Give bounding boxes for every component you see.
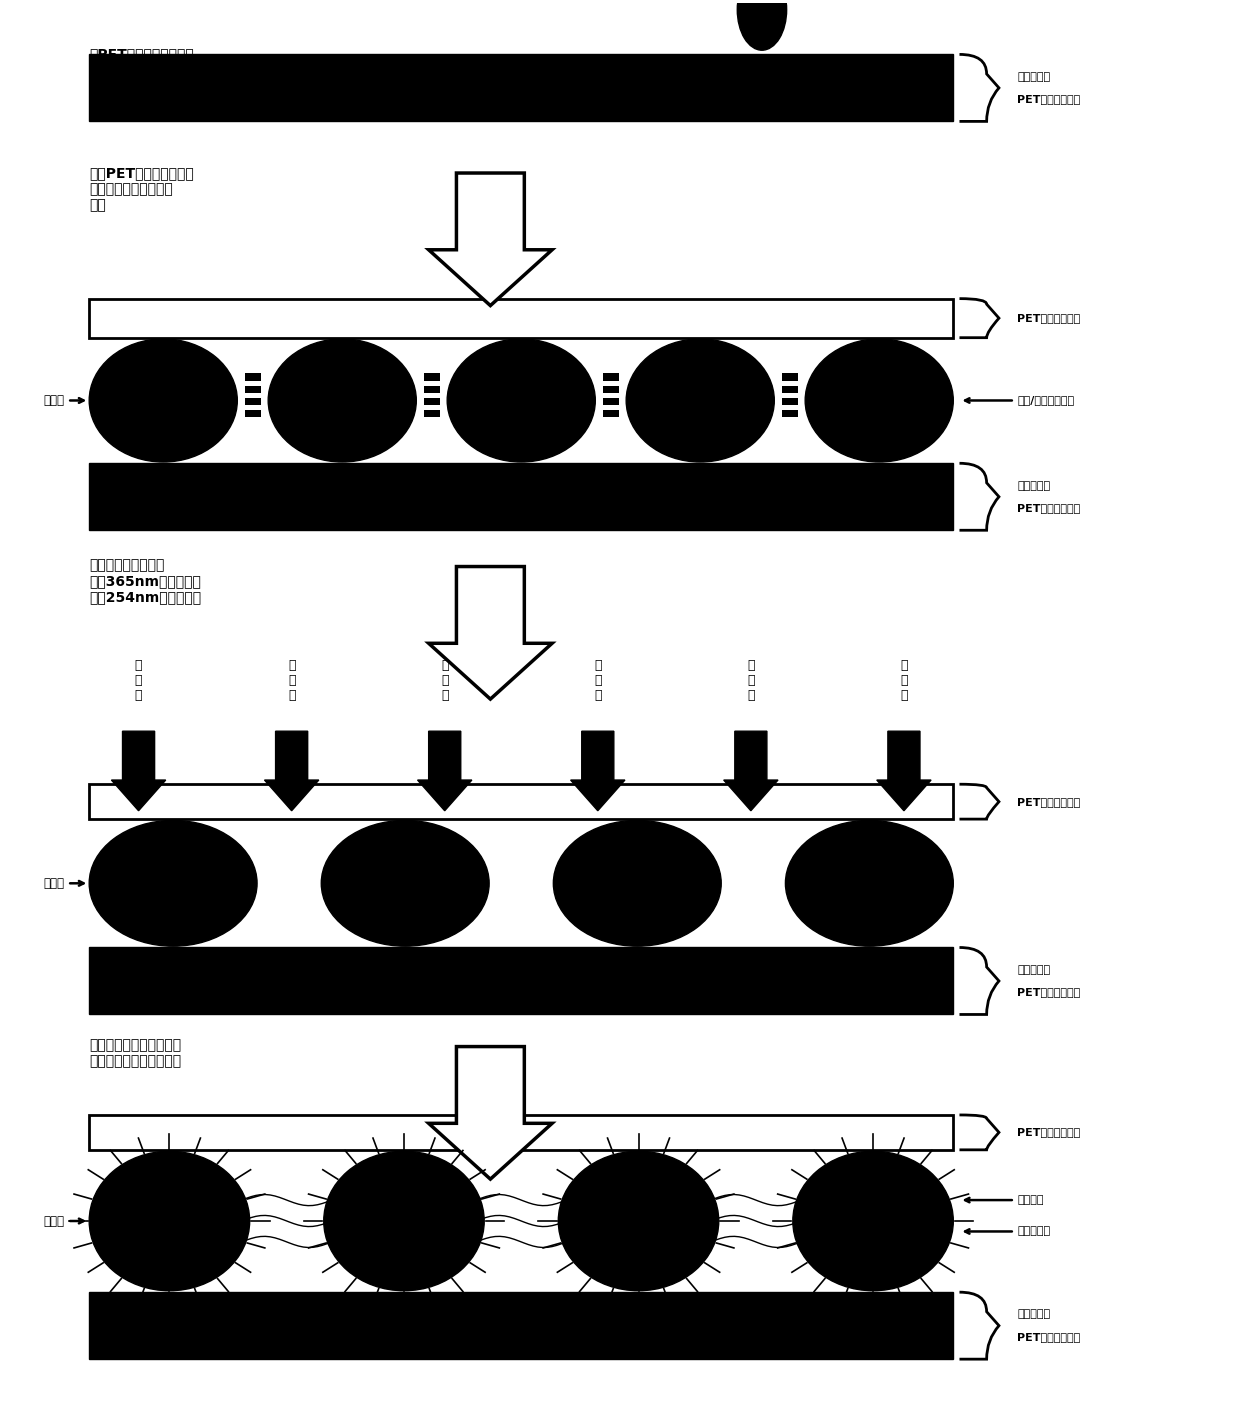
Text: 液晶/单体复合体系: 液晶/单体复合体系 <box>965 395 1075 405</box>
Bar <box>603 385 619 394</box>
Ellipse shape <box>738 0 786 50</box>
Text: 间隔子: 间隔子 <box>43 394 83 406</box>
Text: PET透明导电薄膜: PET透明导电薄膜 <box>1018 1128 1081 1138</box>
Text: 光绕取向层: 光绕取向层 <box>1018 1310 1050 1320</box>
Bar <box>424 374 440 381</box>
Ellipse shape <box>805 339 954 462</box>
Text: PET黑色导电薄膜: PET黑色导电薄膜 <box>1018 503 1081 513</box>
Polygon shape <box>264 731 319 811</box>
Bar <box>89 785 954 820</box>
Text: 液晶分子: 液晶分子 <box>965 1195 1044 1205</box>
Ellipse shape <box>448 339 595 462</box>
Bar <box>89 55 954 122</box>
Text: 光绕取向层: 光绕取向层 <box>1018 965 1050 975</box>
Bar <box>89 464 954 530</box>
Bar <box>603 398 619 405</box>
Ellipse shape <box>268 339 417 462</box>
Bar <box>89 298 954 338</box>
Bar <box>781 398 797 405</box>
Text: 间隔子: 间隔子 <box>43 877 83 890</box>
Bar <box>244 410 260 417</box>
Polygon shape <box>112 731 166 811</box>
Text: 复合物网络: 复合物网络 <box>965 1226 1050 1237</box>
Bar <box>244 398 260 405</box>
Ellipse shape <box>553 821 722 946</box>
Polygon shape <box>570 731 625 811</box>
Text: 间隔子: 间隔子 <box>43 1215 83 1227</box>
Text: 光绕取向层: 光绕取向层 <box>1018 481 1050 490</box>
Bar <box>603 374 619 381</box>
Polygon shape <box>429 1047 552 1180</box>
Polygon shape <box>429 172 552 305</box>
Bar <box>89 1292 954 1359</box>
Text: 红
外
亮: 红 外 亮 <box>288 658 295 702</box>
Ellipse shape <box>321 821 489 946</box>
Ellipse shape <box>89 1152 249 1290</box>
Text: 紫
外
亮: 紫 外 亮 <box>441 658 449 702</box>
Ellipse shape <box>324 1152 484 1290</box>
Text: 清亮点以上两步复合
低温365nm紫外光复合
高温254nm紫外光复合: 清亮点以上两步复合 低温365nm紫外光复合 高温254nm紫外光复合 <box>89 558 201 605</box>
Text: 光绕取向层: 光绕取向层 <box>1018 71 1050 81</box>
Text: 可复合单体复合成复合物
网络，锁定液晶分子取向: 可复合单体复合成复合物 网络，锁定液晶分子取向 <box>89 1038 181 1069</box>
Ellipse shape <box>89 339 237 462</box>
Bar <box>244 385 260 394</box>
Polygon shape <box>418 731 472 811</box>
Text: 红
外
亮: 红 外 亮 <box>900 658 908 702</box>
Ellipse shape <box>558 1152 719 1290</box>
Text: 紫
外
亮: 紫 外 亮 <box>135 658 143 702</box>
Bar <box>89 947 954 1014</box>
Text: PET黑色导电薄膜: PET黑色导电薄膜 <box>1018 988 1081 998</box>
Bar <box>424 410 440 417</box>
Bar <box>244 374 260 381</box>
Text: PET透明导电薄膜: PET透明导电薄膜 <box>1018 797 1081 807</box>
Ellipse shape <box>785 821 954 946</box>
Bar <box>781 410 797 417</box>
Polygon shape <box>877 731 931 811</box>
Text: 紫
外
亮: 紫 外 亮 <box>748 658 755 702</box>
Ellipse shape <box>792 1152 954 1290</box>
Bar <box>89 1115 954 1150</box>
Text: 两层PET薄膜导电层之间
灌注液晶体系，使成液
晶盒: 两层PET薄膜导电层之间 灌注液晶体系，使成液 晶盒 <box>89 167 193 213</box>
Bar <box>603 410 619 417</box>
Bar <box>781 374 797 381</box>
Ellipse shape <box>89 821 257 946</box>
Polygon shape <box>429 566 552 699</box>
Text: 在PET薄膜上涂覆光绕涂
层，并紧接取向: 在PET薄膜上涂覆光绕涂 层，并紧接取向 <box>89 48 193 77</box>
Ellipse shape <box>626 339 774 462</box>
Text: PET透明导电薄膜: PET透明导电薄膜 <box>1018 314 1081 324</box>
Bar <box>424 398 440 405</box>
Bar <box>424 385 440 394</box>
Polygon shape <box>724 731 777 811</box>
Bar <box>781 385 797 394</box>
Text: PET黑色导电薄膜: PET黑色导电薄膜 <box>1018 94 1081 104</box>
Text: 红
外
亮: 红 外 亮 <box>594 658 601 702</box>
Text: PET黑色导电薄膜: PET黑色导电薄膜 <box>1018 1332 1081 1342</box>
